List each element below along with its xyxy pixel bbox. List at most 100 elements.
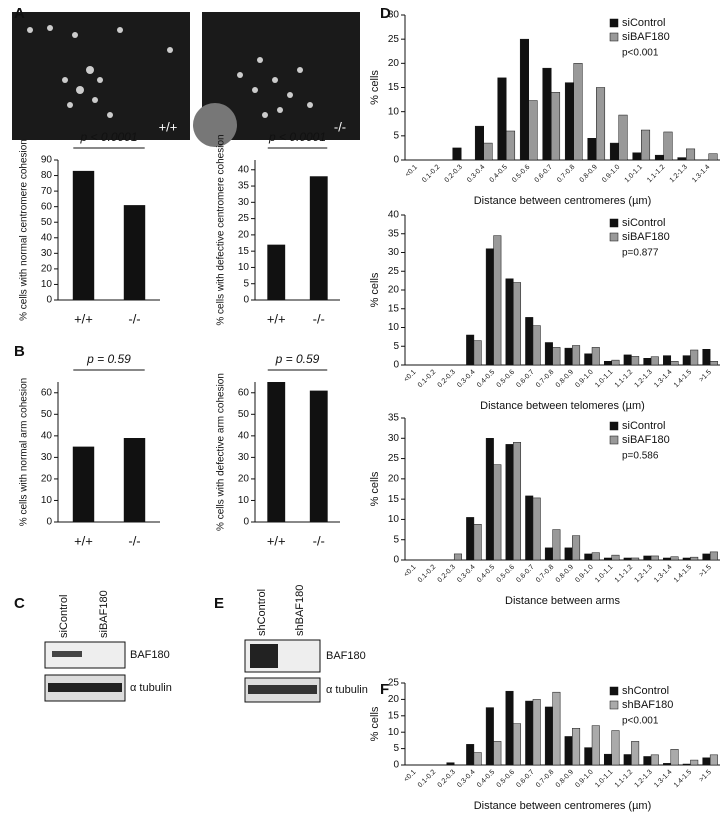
- bar: [572, 728, 581, 766]
- bar: [505, 444, 514, 561]
- x-tick-label: -/-: [128, 533, 140, 548]
- band-label: α tubulin: [326, 684, 368, 696]
- x-tick-label: +/+: [74, 533, 93, 548]
- bar: [452, 147, 462, 161]
- bar: [682, 557, 691, 561]
- bar: [532, 497, 541, 561]
- bar: [572, 345, 581, 366]
- annotation: p<0.001: [622, 716, 659, 727]
- bar: [493, 741, 502, 766]
- x-tick-label: 0.7-0.8: [535, 769, 555, 789]
- annotation: p < 0.0001: [268, 130, 326, 144]
- bar: [708, 153, 718, 161]
- bar: [493, 235, 502, 366]
- bar: [564, 347, 573, 366]
- bar: [446, 762, 455, 766]
- bar: [591, 725, 600, 766]
- bar: [702, 349, 711, 366]
- image-label: -/-: [334, 119, 346, 134]
- y-tick-label: 20: [388, 473, 400, 484]
- x-tick-label: 1.1-1.2: [614, 564, 634, 584]
- y-axis-label: % cells with defective arm cohesion: [216, 373, 227, 531]
- bar: [564, 736, 573, 766]
- y-tick-label: 10: [41, 495, 53, 506]
- y-tick-label: 10: [388, 106, 400, 117]
- x-tick-label: 0.3-0.4: [456, 769, 476, 789]
- x-axis-label: Distance between centromeres (µm): [474, 195, 652, 207]
- y-axis-label: % cells: [369, 70, 381, 105]
- bar: [473, 524, 482, 561]
- x-tick-label: 0.6-0.7: [515, 769, 535, 789]
- y-tick-label: 15: [388, 303, 400, 314]
- y-tick-label: 0: [243, 295, 249, 306]
- x-tick-label: -/-: [313, 311, 325, 326]
- bar: [643, 358, 652, 366]
- bar: [702, 553, 711, 561]
- lane-label: siBAF180: [98, 590, 110, 638]
- bar: [641, 129, 651, 161]
- y-tick-label: 10: [388, 514, 400, 525]
- x-tick-label: 1.2-1.3: [633, 564, 653, 584]
- x-tick-label: 0.5-0.6: [511, 164, 531, 184]
- x-tick-label: 0.6-0.7: [515, 369, 535, 389]
- x-tick-label: 1.0-1.1: [594, 564, 614, 584]
- legend-label: siBAF180: [622, 31, 670, 43]
- bar: [631, 356, 640, 366]
- y-tick-label: 30: [238, 452, 250, 463]
- x-tick-label: 1.2-1.3: [633, 369, 653, 389]
- bar: [609, 142, 620, 161]
- y-axis-label: % cells with defective centromere cohesi…: [216, 134, 227, 325]
- y-tick-label: 40: [238, 164, 250, 175]
- x-tick-label: 0.9-1.0: [574, 564, 594, 584]
- bar: [466, 744, 475, 766]
- y-tick-label: 30: [41, 452, 53, 463]
- bar: [572, 535, 581, 561]
- y-tick-label: 10: [238, 262, 250, 273]
- bar: [525, 317, 534, 366]
- bar: [473, 752, 482, 766]
- y-tick-label: 0: [243, 517, 249, 528]
- y-tick-label: 15: [388, 494, 400, 505]
- bar: [682, 355, 691, 366]
- band-label: BAF180: [130, 649, 170, 661]
- annotation: p = 0.59: [275, 352, 320, 366]
- panel-label: A: [14, 5, 25, 22]
- legend-label: siBAF180: [622, 434, 670, 446]
- bar: [611, 554, 620, 561]
- y-tick-label: 60: [238, 387, 250, 398]
- annotation: p < 0.0001: [79, 130, 137, 144]
- y-tick-label: 0: [46, 295, 52, 306]
- bar: [573, 63, 583, 161]
- bar: [690, 759, 699, 766]
- x-tick-label: 1.1-1.2: [646, 164, 666, 184]
- y-tick-label: 30: [41, 248, 53, 259]
- y-tick-label: 30: [388, 247, 400, 258]
- y-tick-label: 50: [41, 409, 53, 420]
- bar: [267, 382, 286, 522]
- bar: [485, 438, 494, 561]
- y-tick-label: 10: [388, 727, 400, 738]
- lane-label: siControl: [58, 595, 70, 638]
- bar: [686, 148, 696, 161]
- bar: [505, 690, 514, 766]
- y-tick-label: 20: [238, 230, 250, 241]
- bar: [623, 557, 632, 561]
- annotation: p<0.001: [622, 48, 659, 59]
- micrograph-right: -/-: [193, 12, 360, 147]
- x-tick-label: 0.2-0.3: [444, 164, 464, 184]
- lane-label: shControl: [256, 589, 268, 636]
- y-tick-label: 5: [243, 278, 249, 289]
- bar: [677, 157, 687, 161]
- x-tick-label: 1.4-1.5: [673, 769, 693, 789]
- bar: [123, 438, 146, 522]
- x-tick-label: 0.5-0.6: [496, 369, 516, 389]
- bar: [466, 334, 475, 366]
- x-tick-label: <0.1: [403, 369, 418, 384]
- bar: [603, 557, 612, 561]
- y-tick-label: 10: [388, 322, 400, 333]
- y-tick-label: 30: [238, 197, 250, 208]
- x-tick-label: 1.1-1.2: [614, 769, 634, 789]
- legend-swatch: [609, 435, 619, 445]
- y-axis-label: % cells with normal arm cohesion: [19, 378, 30, 526]
- x-tick-label: 1.3-1.4: [653, 769, 673, 789]
